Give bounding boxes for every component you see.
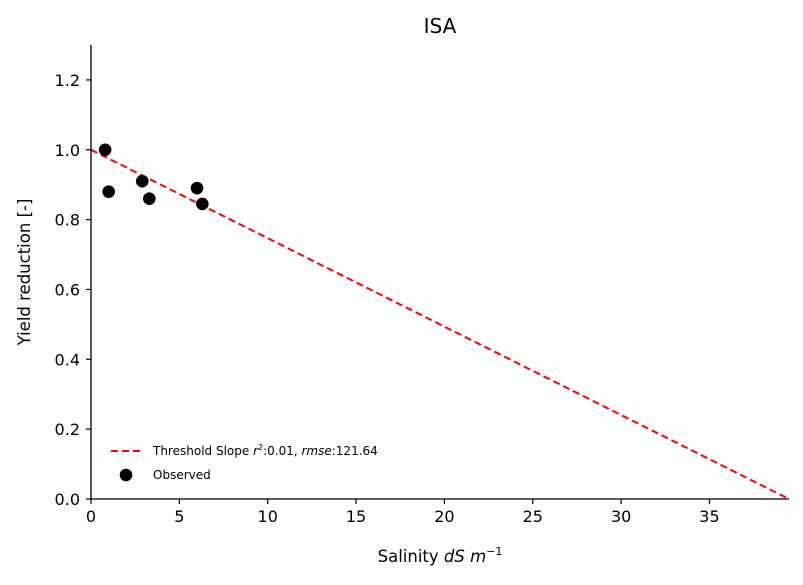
y-tick-label: 0.8 — [55, 211, 80, 230]
x-axis-label: Salinity dS m−1 — [378, 545, 503, 566]
x-ticks: 0 5 10 15 20 25 30 35 — [86, 499, 720, 526]
legend-rmse-label: rmse — [301, 444, 331, 458]
legend-label-observed: Observed — [153, 468, 211, 482]
observed-point — [190, 181, 204, 195]
y-tick-label: 1.0 — [55, 141, 80, 160]
legend-r2-sup: 2 — [258, 443, 263, 452]
legend-r2-value: :0.01, — [263, 444, 301, 458]
x-tick-label: 15 — [346, 507, 366, 526]
y-tick-label: 0.0 — [55, 490, 80, 509]
observed-point — [135, 174, 149, 188]
observed-point — [196, 197, 209, 211]
x-tick-label: 5 — [174, 507, 184, 526]
plot-area — [90, 143, 790, 500]
legend-label-threshold-slope: Threshold Slope r2:0.01, rmse:121.64 — [152, 443, 378, 458]
observed-point — [98, 143, 112, 157]
x-tick-label: 0 — [86, 507, 96, 526]
y-tick-label: 0.4 — [55, 350, 80, 369]
x-axis-label-prefix: Salinity — [378, 547, 444, 566]
observed-point — [102, 185, 115, 198]
observed-point — [143, 192, 156, 205]
y-ticks: 0.0 0.2 0.4 0.6 0.8 1.0 1.2 — [55, 71, 91, 509]
x-tick-label: 25 — [523, 507, 543, 526]
x-axis-label-superscript: −1 — [486, 545, 502, 558]
legend-rmse-value: :121.64 — [332, 444, 378, 458]
chart-title: ISA — [424, 14, 457, 38]
x-tick-label: 20 — [434, 507, 454, 526]
y-axis-label: Yield reduction [-] — [15, 199, 34, 347]
threshold-slope-line — [90, 148, 790, 500]
x-tick-label: 30 — [611, 507, 631, 526]
x-tick-label: 35 — [699, 507, 719, 526]
legend: Threshold Slope r2:0.01, rmse:121.64 Obs… — [111, 443, 378, 482]
y-tick-label: 0.2 — [55, 420, 80, 439]
y-tick-label: 1.2 — [55, 71, 80, 90]
y-tick-label: 0.6 — [55, 280, 80, 299]
x-tick-label: 10 — [258, 507, 278, 526]
legend-threshold-text: Threshold Slope — [152, 444, 253, 458]
x-axis-label-unit: dS m — [444, 547, 486, 566]
legend-r2-label: r — [253, 444, 259, 458]
legend-marker-observed — [119, 468, 133, 482]
